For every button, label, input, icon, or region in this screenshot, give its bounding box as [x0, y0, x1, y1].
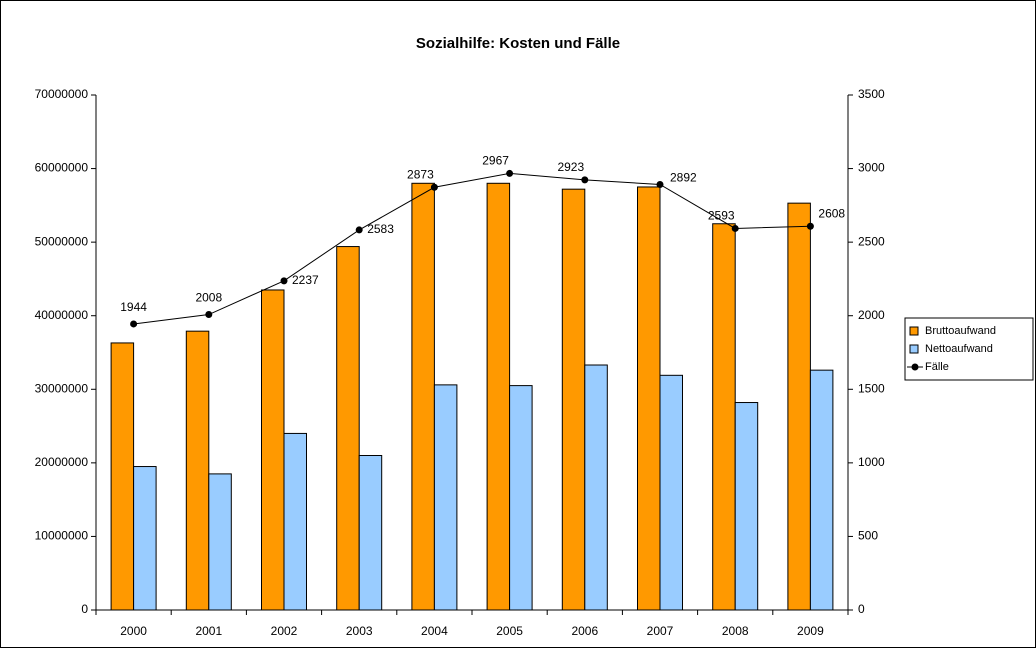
bar [133, 466, 157, 611]
point [506, 169, 514, 177]
point [205, 311, 213, 319]
bar [261, 289, 285, 611]
bar [787, 202, 811, 611]
bar [486, 182, 511, 611]
legend-box [904, 317, 1034, 381]
x-tick-label: 2002 [271, 624, 298, 638]
y2-tick-label: 1000 [858, 455, 885, 469]
x-tick-label: 2003 [346, 624, 373, 638]
legend-swatch [909, 326, 919, 336]
x-tick-label: 2005 [496, 624, 523, 638]
legend-label: Nettoaufwand [925, 343, 993, 355]
y-tick-label: 60000000 [35, 161, 89, 175]
bar [185, 330, 210, 611]
x-tick-label: 2009 [797, 624, 824, 638]
bar [433, 384, 458, 611]
bar [358, 455, 383, 611]
y2-tick-label: 2500 [858, 234, 885, 248]
data-label: 2237 [292, 273, 319, 287]
point [430, 183, 438, 191]
point [731, 224, 739, 232]
data-label: 2008 [195, 291, 222, 305]
point [806, 222, 814, 230]
bar [110, 342, 135, 611]
bar [659, 374, 683, 611]
x-tick-label: 2004 [421, 624, 448, 638]
data-label: 1944 [120, 300, 147, 314]
bar [712, 223, 736, 611]
bar [336, 246, 360, 611]
x-tick-label: 2001 [195, 624, 222, 638]
x-tick-label: 2006 [571, 624, 598, 638]
legend-label: Bruttoaufwand [925, 325, 996, 337]
bar [584, 364, 608, 611]
y-tick-label: 50000000 [35, 234, 89, 248]
y2-tick-label: 500 [858, 529, 878, 543]
data-label: 2892 [670, 171, 697, 185]
point [280, 277, 288, 285]
y-tick-label: 20000000 [35, 455, 89, 469]
data-label: 2873 [407, 167, 434, 181]
data-label: 2593 [708, 209, 735, 223]
y2-tick-label: 0 [858, 602, 865, 616]
y-tick-label: 30000000 [35, 381, 89, 395]
x-tick-label: 2000 [120, 624, 147, 638]
point [355, 226, 363, 234]
data-label: 2608 [818, 206, 845, 220]
data-label: 2967 [482, 154, 509, 168]
bar [411, 182, 435, 611]
legend-swatch [909, 344, 919, 354]
legend-label: Fälle [925, 361, 949, 373]
data-label: 2923 [557, 160, 584, 174]
line [133, 172, 811, 325]
x-tick-label: 2008 [722, 624, 749, 638]
bar [208, 473, 232, 611]
point [130, 320, 138, 328]
y-tick-label: 40000000 [35, 308, 89, 322]
y2-tick-label: 3500 [858, 87, 885, 101]
bar [809, 369, 834, 611]
bar [734, 402, 759, 611]
y-tick-label: 0 [81, 602, 88, 616]
y-tick-label: 70000000 [35, 87, 89, 101]
y2-tick-label: 1500 [858, 381, 885, 395]
bar [283, 432, 307, 611]
y-tick-label: 10000000 [35, 529, 89, 543]
bar [637, 186, 661, 611]
y2-tick-label: 3000 [858, 161, 885, 175]
data-label: 2583 [367, 222, 394, 236]
y2-tick-label: 2000 [858, 308, 885, 322]
chart-title: Sozialhilfe: Kosten und Fälle [416, 35, 620, 52]
point [656, 180, 664, 188]
legend-marker [911, 363, 919, 371]
bar [561, 188, 586, 611]
bar [509, 385, 533, 611]
x-tick-label: 2007 [647, 624, 674, 638]
point [581, 176, 589, 184]
